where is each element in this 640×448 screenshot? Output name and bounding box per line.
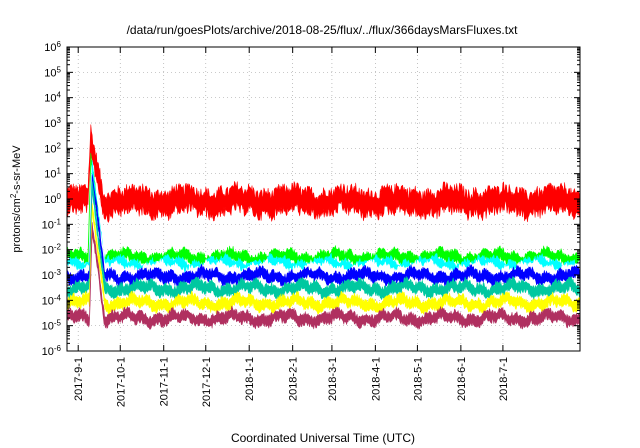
y-tick-label: 105: [44, 65, 61, 80]
y-tick-label: 100: [44, 192, 61, 207]
x-tick-label: 2018-1-1: [244, 357, 256, 401]
y-tick-label: 101: [44, 166, 61, 181]
y-tick-label: 10-5: [42, 318, 62, 333]
x-axis: 2017-9-1 2017-10-1 2017-11-1 2017-12-1 2018-…: [73, 47, 510, 407]
x-tick-label: 2017-9-1: [73, 357, 85, 401]
chart-title: /data/run/goesPlots/archive/2018-08-25/f…: [127, 23, 519, 37]
y-axis-label: protons/cm2-s-sr-MeV: [9, 145, 24, 253]
x-tick-label: 2018-7-1: [498, 357, 510, 401]
y-tick-label: 10-2: [42, 242, 62, 257]
x-tick-label: 2018-3-1: [327, 357, 339, 401]
y-tick-label: 10-3: [42, 268, 62, 283]
y-tick-label: 10-4: [42, 293, 62, 308]
y-tick-label: 106: [44, 40, 61, 55]
x-axis-label: Coordinated Universal Time (UTC): [231, 431, 415, 445]
y-axis: 10-6 10-5 10-4 10-3 10-2 10-1 100 101 102 103 104 1…: [42, 40, 580, 359]
y-tick-label: 10-6: [42, 344, 62, 359]
x-tick-label: 2018-2-1: [288, 357, 300, 401]
x-tick-label: 2017-11-1: [159, 357, 171, 406]
x-tick-label: 2018-5-1: [412, 357, 424, 401]
y-tick-label: 103: [44, 116, 61, 131]
series-group: [66, 124, 581, 330]
y-tick-label: 104: [44, 90, 61, 105]
x-tick-label: 2018-4-1: [370, 357, 382, 401]
y-tick-label: 102: [44, 141, 61, 156]
y-tick-label: 10-1: [42, 217, 62, 232]
x-tick-label: 2018-6-1: [456, 357, 468, 401]
x-tick-label: 2017-12-1: [201, 357, 213, 407]
x-tick-label: 2017-10-1: [115, 357, 127, 407]
